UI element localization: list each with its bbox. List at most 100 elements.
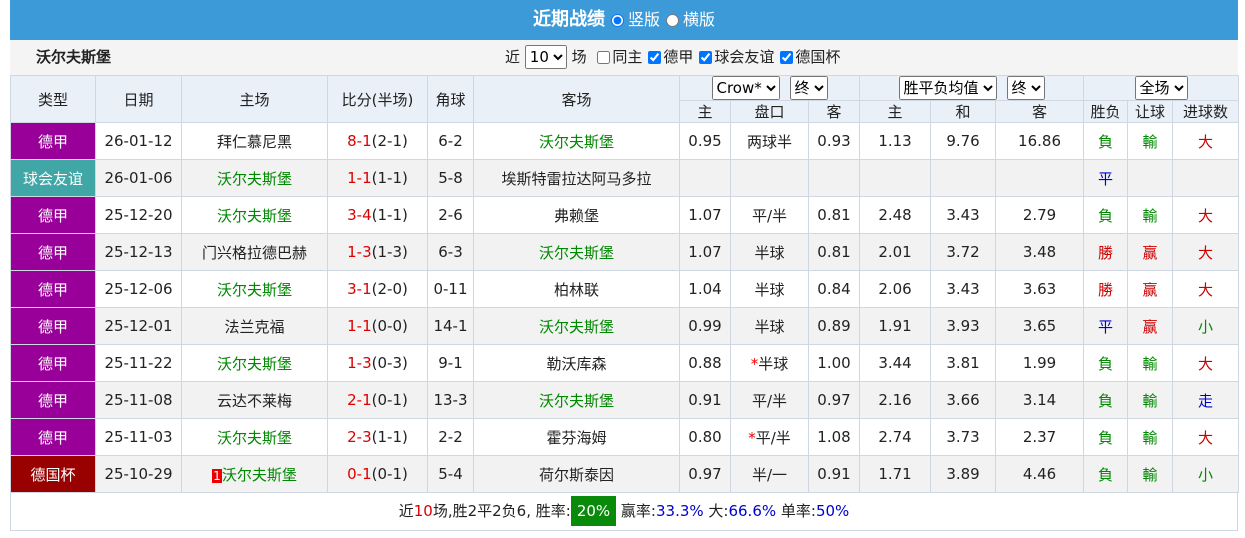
outcome-cell: 走 [1172, 381, 1240, 419]
outcome-cell: 平 [1083, 159, 1129, 197]
half-score: (2-1) [371, 132, 408, 150]
odds-cell: 0.99 [679, 307, 731, 345]
count-select[interactable]: 10 [524, 45, 567, 69]
odds-select[interactable]: 胜平负均值 [898, 76, 997, 100]
outcome-cell: 負 [1083, 344, 1129, 382]
match-row: 德甲 25-12-06 沃尔夫斯堡 3-1(2-0) 0-11 柏林联 1.04 半球 0.84… [10, 270, 1240, 308]
odds-cell [930, 159, 997, 197]
type-cell: 球会友谊 [10, 159, 96, 197]
title: 近期战绩 [532, 9, 605, 30]
filter-checkbox[interactable] [648, 51, 662, 64]
outcome-cell: 平 [1083, 307, 1129, 345]
handicap-cell: 平/半 [730, 381, 809, 419]
home-team: 沃尔夫斯堡 [216, 169, 292, 188]
score-cell: 2-3(1-1) [327, 418, 428, 456]
odds-cell: 1.71 [859, 455, 932, 493]
half-score: (1-1) [371, 169, 408, 187]
odds-cell: 3.81 [930, 344, 997, 382]
sub-column-header: 主 [859, 100, 932, 123]
type-cell: 德国杯 [10, 455, 96, 493]
odds-cell: 1.07 [679, 233, 731, 271]
sub-column-header: 盘口 [730, 100, 809, 123]
date-cell: 25-10-29 [95, 455, 182, 493]
odds-cell: 3.72 [930, 233, 997, 271]
score-cell: 1-3(1-3) [327, 233, 428, 271]
sub-column-header: 让球 [1127, 100, 1174, 123]
handicap: 半/一 [751, 465, 788, 484]
outcome-cell: 大 [1172, 270, 1240, 308]
odds-cell: 0.95 [679, 122, 731, 160]
odds-cell [679, 159, 731, 197]
outcome-cell [1127, 159, 1174, 197]
odds-cell: 0.89 [807, 307, 861, 345]
summary-part: 单率: [776, 502, 816, 520]
home-team: 云达不莱梅 [216, 391, 292, 410]
summary-part: 20% [570, 496, 617, 526]
home-team: 沃尔夫斯堡 [216, 354, 292, 373]
outcome-cell: 輸 [1127, 418, 1174, 456]
filter-checkbox[interactable] [780, 51, 794, 64]
summary-part: 近 [398, 502, 414, 520]
header: 近期战绩 竖版 横版 [10, 0, 1238, 40]
date-cell: 25-12-13 [95, 233, 182, 271]
odds-select[interactable]: Crow* [711, 76, 780, 100]
column-header: 主场 [181, 75, 328, 123]
summary-part: 10 [413, 502, 433, 520]
outcome-cell: 大 [1172, 122, 1240, 160]
filter-checkbox[interactable] [597, 51, 611, 64]
score: 8-1 [347, 132, 372, 150]
odds-select[interactable]: 全场 [1134, 76, 1188, 100]
red-card: 1 [212, 468, 222, 483]
outcome-cell: 輸 [1127, 196, 1174, 234]
odds-cell: 3.63 [995, 270, 1085, 308]
home-cell: 沃尔夫斯堡 [181, 196, 328, 234]
odds-cell: 1.07 [679, 196, 731, 234]
type-cell: 德甲 [10, 418, 96, 456]
away-cell: 霍芬海姆 [473, 418, 680, 456]
outcome-cell: 負 [1083, 196, 1129, 234]
sub-column-header: 胜负 [1083, 100, 1129, 123]
odds-cell: 3.43 [930, 196, 997, 234]
label: 场 [571, 48, 587, 66]
checkbox-label: 球会友谊 [714, 48, 775, 66]
handicap-cell: 两球半 [730, 122, 809, 160]
type-cell: 德甲 [10, 307, 96, 345]
odds-cell: 2.01 [859, 233, 932, 271]
filter-checkbox[interactable] [699, 51, 713, 64]
odds-select[interactable]: 终 [789, 76, 828, 100]
home-team: 门兴格拉德巴赫 [201, 243, 307, 262]
handicap: 平/半 [755, 428, 791, 447]
layout-radio[interactable] [610, 14, 624, 27]
score-cell: 1-1(1-1) [327, 159, 428, 197]
outcome-cell: 赢 [1127, 233, 1174, 271]
score-cell: 3-4(1-1) [327, 196, 428, 234]
odds-cell: 0.91 [807, 455, 861, 493]
handicap-cell: *平/半 [730, 418, 809, 456]
odds-select[interactable]: 终 [1006, 76, 1045, 100]
odds-cell: 2.37 [995, 418, 1085, 456]
corners-cell: 0-11 [427, 270, 474, 308]
checkbox-label: 德甲 [663, 48, 694, 66]
odds-cell: 3.44 [859, 344, 932, 382]
sub-column-header: 客 [995, 100, 1085, 123]
odds-cell: 0.97 [807, 381, 861, 419]
filter-bar: 沃尔夫斯堡 近 10 场 同主 德甲 球会友谊 德国杯 [10, 40, 1238, 75]
home-team: 法兰克福 [224, 317, 285, 336]
sub-column-header: 客 [807, 100, 861, 123]
header-row: 类型 日期 主场 比分(半场) 角球 客场 Crow* 终胜平负均值终全场 [10, 75, 1240, 123]
half-score: (1-1) [371, 428, 408, 446]
score-cell: 2-1(0-1) [327, 381, 428, 419]
handicap: 平/半 [751, 391, 788, 410]
score: 2-3 [347, 428, 372, 446]
odds-cell: 16.86 [995, 122, 1085, 160]
summary-part: 赢率: [616, 502, 656, 520]
home-team: 沃尔夫斯堡 [216, 428, 292, 447]
team-name: 沃尔夫斯堡 [36, 48, 112, 66]
date-cell: 26-01-06 [95, 159, 182, 197]
handicap-star: * [748, 428, 756, 447]
layout-radio[interactable] [666, 14, 679, 27]
corners-cell: 2-6 [427, 196, 474, 234]
corners-cell: 9-1 [427, 344, 474, 382]
half-score: (2-0) [371, 280, 408, 298]
outcome-cell: 負 [1083, 381, 1129, 419]
